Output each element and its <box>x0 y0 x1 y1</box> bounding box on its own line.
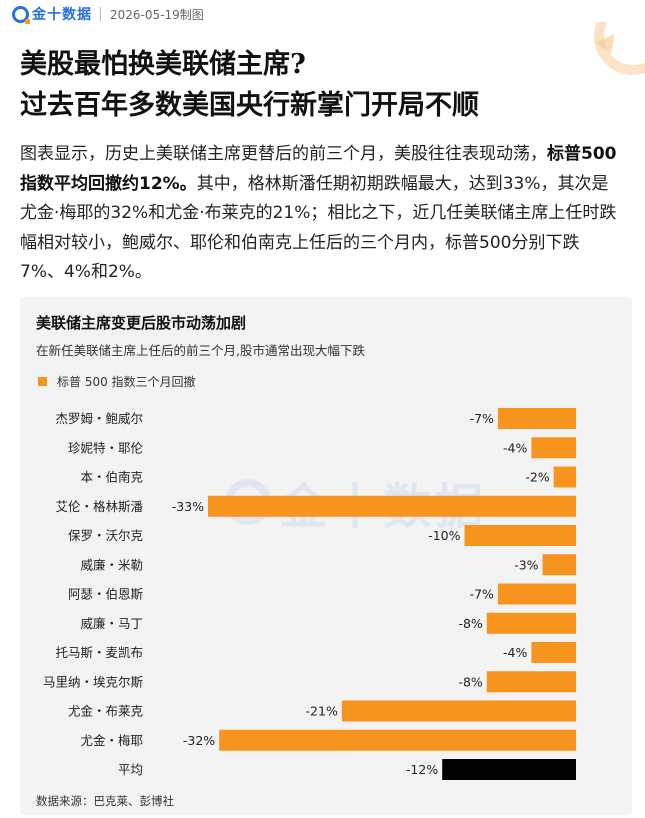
drawdown-bar <box>542 554 576 576</box>
top-bar: 金十数据 2026-05-19制图 <box>12 4 204 24</box>
drawdown-bar <box>531 642 576 663</box>
legend-label: 标普 500 指数三个月回撤 <box>57 375 196 389</box>
data-label: -2% <box>525 470 549 485</box>
drawdown-bar <box>486 671 576 693</box>
drawdown-bar <box>553 466 576 488</box>
category-label: 杰罗姆・鲍威尔 <box>55 411 143 426</box>
data-label: -7% <box>470 587 494 602</box>
legend-swatch <box>38 377 47 386</box>
category-label: 阿瑟・伯恩斯 <box>68 587 143 602</box>
category-label: 威廉・米勒 <box>80 557 143 572</box>
headline: 美股最怕换美联储主席? 过去百年多数美国央行新掌门开局不顺 <box>20 44 600 126</box>
category-label: 保罗・沃尔克 <box>68 528 143 543</box>
drawdown-bar <box>341 700 576 722</box>
corner-decoration-icon <box>594 22 645 75</box>
drawdown-bar <box>464 525 576 546</box>
drawdown-bar <box>497 583 576 605</box>
chart-date: 2026-05-19制图 <box>110 7 204 22</box>
chart-source: 数据来源：巴克莱、彭博社 <box>36 794 174 808</box>
category-label: 尤金・布莱克 <box>68 704 143 719</box>
category-label: 威廉・马丁 <box>80 616 143 631</box>
drawdown-bar <box>497 408 576 429</box>
chart-subtitle: 在新任美联储主席上任后的前三个月,股市通常出现大幅下跌 <box>36 343 365 358</box>
data-label: -32% <box>183 733 215 748</box>
data-label: -21% <box>306 704 338 719</box>
description-text-2: 其中，格林斯潘任期初期跌幅最大，达到33%，其次是尤金·梅耶的32%和尤金·布莱… <box>20 173 617 283</box>
category-label: 尤金・梅耶 <box>80 733 143 748</box>
data-label: -3% <box>514 557 538 572</box>
chart-title: 美联储主席变更后股市动荡加剧 <box>36 314 247 332</box>
data-label: -10% <box>428 528 460 543</box>
drawdown-bar <box>531 437 576 459</box>
description: 图表显示，历史上美联储主席更替后的前三个月，美股往往表现动荡，标普500指数平均… <box>20 140 620 288</box>
data-label: -8% <box>458 616 482 631</box>
data-label: -12% <box>406 762 438 777</box>
drawdown-bar <box>208 495 577 517</box>
category-label: 托马斯・麦凯布 <box>55 645 143 660</box>
category-label: 平均 <box>118 762 143 777</box>
drawdown-bar <box>219 729 576 751</box>
data-label: -4% <box>503 440 527 455</box>
logo-icon <box>12 5 30 24</box>
drawdown-bar <box>486 612 576 634</box>
description-text-1: 图表显示，历史上美联储主席更替后的前三个月，美股往往表现动荡， <box>20 144 547 164</box>
logo: 金十数据 <box>12 4 92 24</box>
category-label: 马里纳・埃克尔斯 <box>43 674 143 689</box>
bar-chart: 杰罗姆・鲍威尔 -7% 珍妮特・耶伦 -4% 本・伯南克 -2% 艾伦・格林斯潘 -33% 保罗… <box>43 408 577 780</box>
divider <box>100 7 101 21</box>
data-label: -33% <box>172 499 204 514</box>
description-highlight: 标普500指数平均回撤约12%。 <box>20 144 617 194</box>
category-label: 珍妮特・耶伦 <box>68 440 144 455</box>
data-label: -7% <box>470 411 494 426</box>
data-label: -4% <box>503 645 527 660</box>
headline-line-2: 过去百年多数美国央行新掌门开局不顺 <box>20 90 479 121</box>
category-label: 艾伦・格林斯潘 <box>55 499 143 514</box>
headline-line-1: 美股最怕换美联储主席? <box>20 49 306 80</box>
data-label: -8% <box>458 674 482 689</box>
chart-card: 金十数据 美联储主席变更后股市动荡加剧 在新任美联储主席上任后的前三个月,股市通… <box>20 297 632 815</box>
chart-legend: 标普 500 指数三个月回撤 <box>38 373 196 390</box>
category-label: 本・伯南克 <box>80 470 143 485</box>
logo-text: 金十数据 <box>32 7 92 23</box>
average-bar <box>442 759 576 780</box>
